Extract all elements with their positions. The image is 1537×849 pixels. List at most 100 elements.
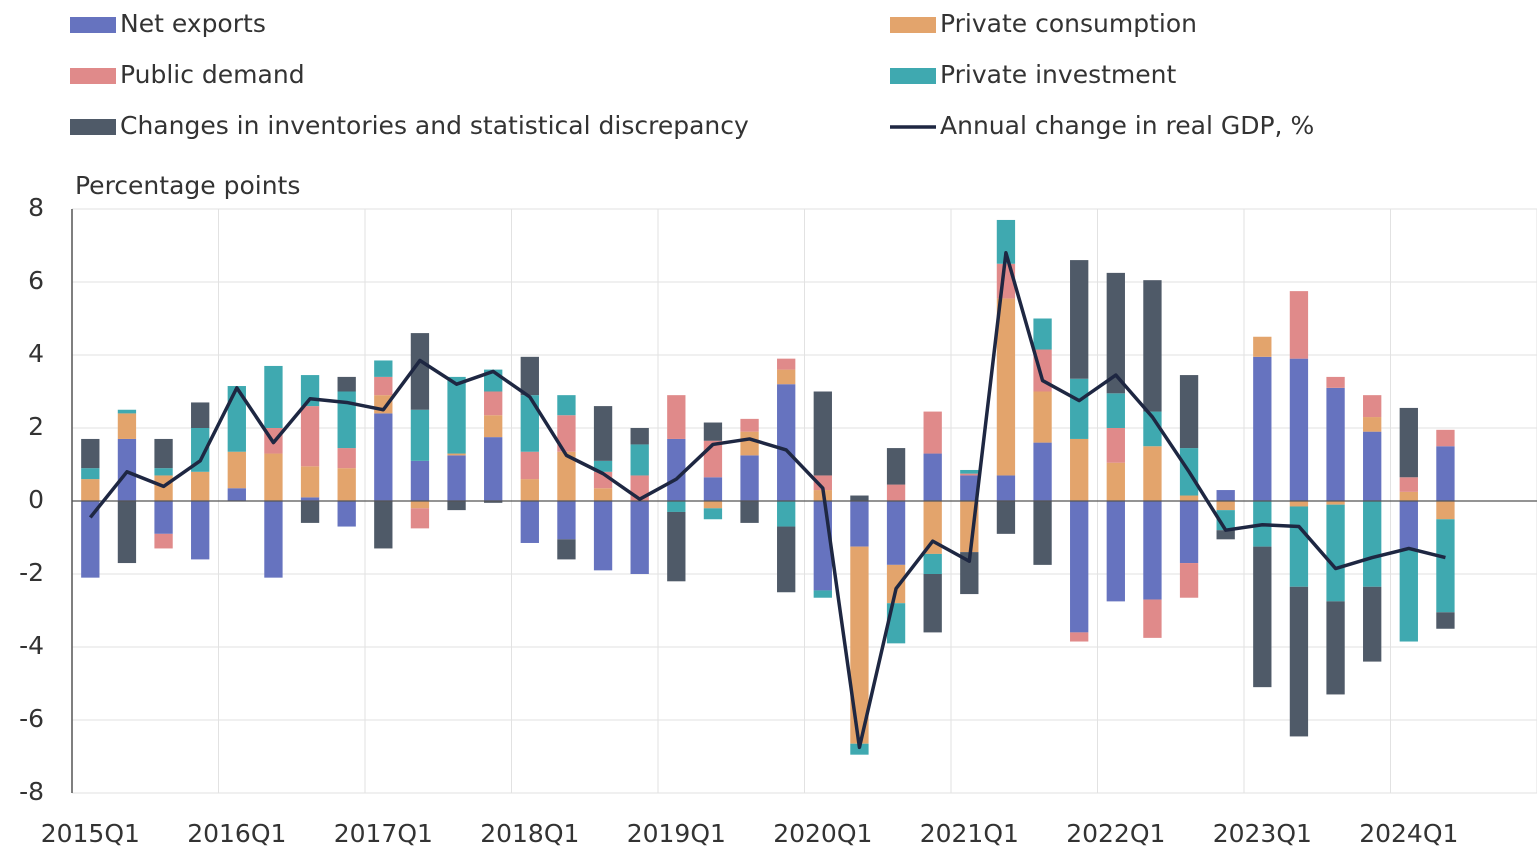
bar-segment	[300, 406, 320, 467]
bar-segment	[337, 448, 356, 469]
bar-segment	[886, 564, 906, 604]
y-tick-label: -6	[19, 704, 44, 733]
bar-segment	[154, 475, 173, 501]
bar-segment	[813, 391, 832, 476]
bar-segment	[850, 495, 869, 501]
bar-segment	[117, 501, 137, 564]
bar-segment	[484, 501, 503, 503]
bar-segment	[520, 479, 539, 501]
bar-segment	[960, 552, 979, 595]
bar-segment	[1399, 477, 1418, 492]
bar-segment	[1253, 336, 1272, 357]
y-tick-label: 2	[28, 412, 44, 441]
bar-segment	[667, 501, 686, 512]
bar-segment	[1033, 442, 1052, 501]
bar-segment	[1070, 632, 1089, 642]
legend-label: Private investment	[940, 60, 1176, 89]
bar-segment	[1326, 387, 1345, 501]
bar-segment	[923, 574, 942, 633]
y-axis-label: Percentage points	[75, 171, 300, 200]
bar-segment	[520, 356, 539, 396]
bar-segment	[264, 453, 283, 501]
bar-segment	[850, 501, 869, 547]
bar-segment	[374, 413, 393, 501]
bar-segment	[1070, 438, 1089, 501]
bar-segment	[1363, 417, 1382, 432]
bar-segment	[703, 477, 723, 501]
bar-segment	[1399, 407, 1418, 478]
x-tick-label: 2015Q1	[41, 819, 140, 848]
bar-segment	[777, 369, 796, 385]
bar-segment	[117, 413, 137, 439]
bar-segment	[1143, 501, 1162, 600]
bar-segment	[447, 455, 466, 501]
legend-label: Annual change in real GDP, %	[940, 111, 1314, 140]
legend-swatch	[890, 68, 936, 84]
bar-segment	[1179, 495, 1199, 501]
bar-segment	[1179, 375, 1199, 449]
y-tick-label: -8	[19, 777, 44, 806]
bar-segment	[117, 438, 137, 501]
bar-segment	[374, 360, 393, 377]
bar-segment	[996, 219, 1016, 264]
bar-segment	[557, 415, 576, 452]
bar-segment	[593, 406, 613, 461]
bar-segment	[1436, 519, 1455, 613]
bar-segment	[1399, 501, 1418, 549]
bar-segment	[300, 497, 320, 501]
bar-segment	[777, 501, 796, 527]
bar-segment	[191, 428, 210, 472]
x-tick-label: 2020Q1	[773, 819, 872, 848]
bar-segment	[1070, 378, 1089, 439]
bar-segment	[923, 553, 942, 574]
bar-segment	[1033, 501, 1052, 565]
bar-segment	[996, 298, 1016, 476]
bar-segment	[81, 479, 100, 501]
bar-segment	[1289, 501, 1309, 507]
y-tick-label: -4	[19, 631, 44, 660]
bar-segment	[1289, 506, 1309, 587]
bar-segment	[1106, 462, 1125, 501]
bar-segment	[227, 488, 246, 501]
bar-segment	[703, 422, 723, 441]
bar-segment	[1289, 586, 1309, 737]
bar-segment	[337, 376, 356, 392]
bar-segment	[850, 546, 869, 744]
bar-segment	[886, 484, 906, 501]
bar-segment	[1143, 599, 1162, 638]
bar-segment	[1326, 501, 1345, 505]
bar-segment	[1179, 501, 1199, 564]
bar-segment	[227, 451, 246, 489]
bar-segment	[447, 453, 466, 456]
bar-segment	[447, 501, 466, 511]
bar-segment	[447, 376, 466, 454]
bar-segment	[1436, 501, 1455, 520]
bar-segment	[703, 508, 723, 520]
bar-segment	[191, 402, 210, 428]
y-tick-label: 8	[28, 193, 44, 222]
bar-segment	[1106, 272, 1125, 394]
bar-segment	[630, 444, 649, 476]
bar-segment	[410, 501, 430, 509]
bar-segment	[410, 460, 430, 501]
bar-segment	[777, 526, 796, 593]
x-tick-label: 2021Q1	[920, 819, 1019, 848]
bar-segment	[740, 431, 759, 456]
bar-segment	[410, 508, 430, 529]
bar-segment	[557, 395, 576, 416]
bar-segment	[960, 473, 979, 476]
bar-segment	[81, 468, 100, 480]
bar-segment	[1179, 563, 1199, 598]
bar-segment	[1436, 612, 1455, 629]
bar-segment	[996, 501, 1016, 534]
bar-segment	[410, 409, 430, 461]
bar-segment	[667, 438, 686, 501]
bar-segment	[996, 475, 1016, 501]
bar-segment	[1289, 358, 1309, 501]
bar-segment	[227, 386, 246, 452]
bar-segment	[337, 501, 356, 527]
bar-segment	[1143, 280, 1162, 412]
bar-segment	[850, 743, 869, 755]
bar-segment	[1070, 260, 1089, 379]
bar-segment	[593, 460, 613, 472]
